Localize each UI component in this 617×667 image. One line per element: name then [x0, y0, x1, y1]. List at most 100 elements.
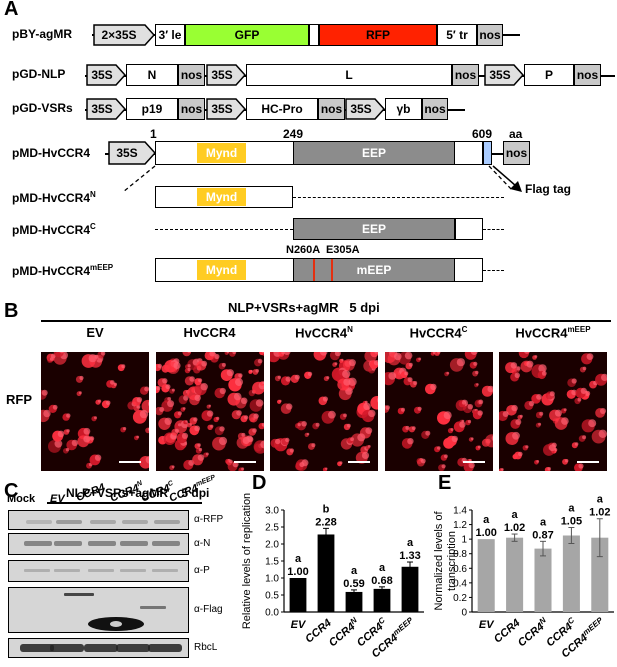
promoter-arrow: 35S	[206, 98, 246, 120]
element-n: N	[126, 64, 178, 86]
element-nos: nos	[574, 64, 601, 86]
element-nos: nos	[452, 64, 479, 86]
promoter-arrow: 35S	[484, 64, 524, 86]
element-rfp: RFP	[319, 24, 437, 46]
svg-text:35S: 35S	[91, 68, 112, 82]
blot-label: α-P	[194, 565, 210, 576]
value-label: 1.05	[561, 515, 582, 527]
element-p: P	[524, 64, 574, 86]
blot-label: α-Flag	[194, 604, 223, 615]
category-label: CCR4N	[326, 615, 363, 649]
flag-annotation	[122, 165, 522, 193]
element-flag	[483, 141, 492, 165]
value-label: 1.33	[399, 550, 420, 562]
element-nos: nos	[318, 98, 345, 120]
position-label: 249	[283, 127, 304, 141]
y-tick-label: 1.4	[453, 506, 467, 517]
significance-letter: a	[407, 537, 414, 549]
mutation-mark	[331, 259, 333, 281]
element-3le: 3′ le	[155, 24, 185, 46]
panel-label-b: B	[4, 300, 19, 322]
element-nos: nos	[422, 98, 448, 120]
y-tick-label: 0.4	[453, 578, 467, 589]
rfp-micrograph	[384, 352, 493, 471]
promoter-arrow: 2×35S	[93, 24, 155, 46]
bar	[373, 588, 391, 612]
position-label: 1	[150, 127, 157, 141]
promoter-arrow: 35S	[86, 98, 126, 120]
element-ccr4c-tail	[455, 218, 483, 240]
significance-letter: a	[295, 553, 302, 565]
y-tick-label: 1.2	[453, 520, 467, 531]
bar	[401, 566, 419, 612]
y-axis-label: Normalized levels oftranscription	[433, 511, 458, 611]
y-tick-label: 2.5	[265, 523, 279, 534]
panel-label-d: D	[252, 472, 267, 494]
lane-label: CCR4	[74, 481, 107, 504]
rfp-micrograph	[155, 352, 264, 471]
y-tick-label: 0.2	[453, 593, 467, 604]
micrograph-label: HvCCR4N	[295, 325, 353, 341]
y-tick-label: 1.5	[265, 557, 279, 568]
value-label: 2.28	[315, 516, 336, 528]
y-tick-label: 3.0	[265, 506, 279, 517]
mutation-label: N260A E305A	[286, 244, 360, 256]
category-label: EV	[291, 619, 307, 631]
rfp-micrograph	[41, 352, 149, 471]
y-tick-label: 0.0	[265, 608, 279, 619]
value-label: 0.87	[532, 529, 553, 541]
element-nos: nos	[178, 98, 205, 120]
blot-label: α-N	[194, 538, 211, 549]
y-tick-label: 0	[461, 608, 467, 619]
significance-letter: a	[568, 502, 575, 514]
panel-c-condition: NLP+VSRs+agMR 5 dpi	[66, 486, 210, 500]
significance-letter: a	[379, 562, 386, 574]
micrograph-label: HvCCR4	[183, 325, 236, 340]
element-nos: nos	[178, 64, 205, 86]
svg-text:35S: 35S	[489, 68, 510, 82]
element-mynd: Mynd	[197, 260, 246, 280]
value-label: 1.00	[475, 527, 496, 539]
value-label: 0.59	[343, 578, 364, 590]
element-mynd: Mynd	[197, 143, 246, 163]
value-label: 1.02	[504, 522, 525, 534]
panel-label-c: C	[4, 480, 19, 502]
bar	[477, 539, 495, 612]
element-nos: nos	[503, 141, 530, 165]
value-label: 0.68	[371, 575, 392, 587]
promoter-arrow: 35S	[206, 64, 246, 86]
mock-label: Mock	[7, 493, 36, 505]
y-tick-label: 0.6	[453, 564, 467, 575]
y-tick-label: 0.5	[265, 591, 279, 602]
construct-name: pGD-NLP	[12, 67, 66, 81]
significance-letter: a	[483, 514, 490, 526]
bar	[345, 591, 363, 612]
position-label: 609	[472, 127, 493, 141]
rfp-micrograph	[499, 352, 607, 471]
flag-tag-label: Flag tag	[525, 182, 572, 196]
construct-name: pGD-VSRs	[12, 101, 73, 115]
promoter-arrow: 35S	[345, 98, 385, 120]
y-tick-label: 0.8	[453, 549, 467, 560]
significance-letter: a	[597, 494, 604, 506]
category-label: CCR4N	[515, 615, 552, 649]
svg-text:35S: 35S	[211, 68, 232, 82]
svg-text:35S: 35S	[211, 102, 232, 116]
element-eep: EEP	[293, 141, 455, 165]
element-hcpro: HC-Pro	[246, 98, 318, 120]
bar	[534, 548, 552, 612]
micrograph-label: HvCCR4mEEP	[515, 325, 591, 341]
bar	[562, 535, 580, 612]
bar	[317, 534, 335, 612]
rfp-micrograph	[270, 352, 378, 471]
construct-name: pMD-HvCCR4C	[12, 222, 96, 237]
western-blot	[8, 533, 189, 555]
element-l: L	[246, 64, 452, 86]
element-eep: EEP	[293, 218, 455, 240]
element-p19: p19	[126, 98, 178, 120]
element-gfp: GFP	[185, 24, 309, 46]
blot-label: RbcL	[194, 642, 218, 653]
y-tick-label: 1.0	[265, 574, 279, 585]
promoter-label: 2×35S	[101, 28, 136, 42]
